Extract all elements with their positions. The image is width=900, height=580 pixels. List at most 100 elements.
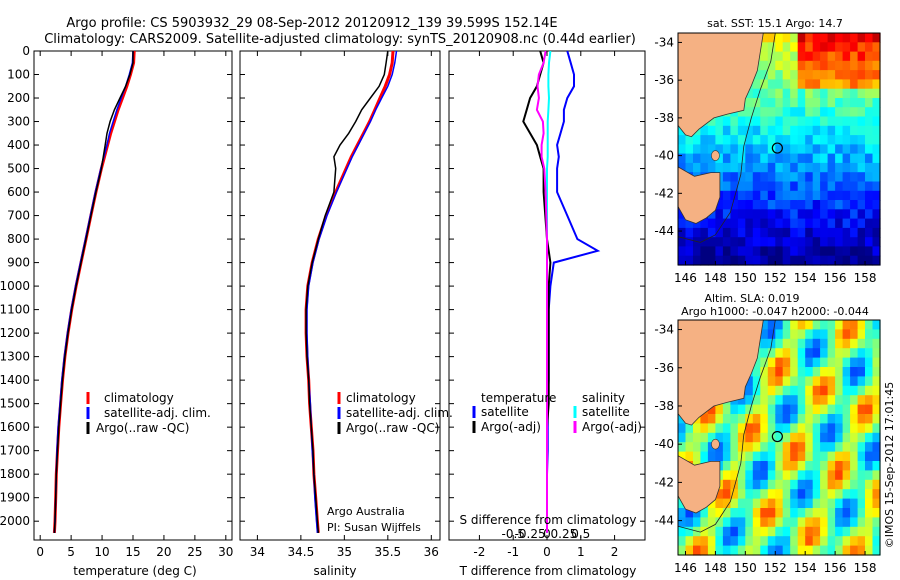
map-cell bbox=[730, 489, 739, 500]
map-cell bbox=[685, 517, 694, 528]
map-cell bbox=[820, 246, 829, 257]
map-cell bbox=[707, 227, 716, 238]
map-cell bbox=[812, 385, 821, 396]
map-cell bbox=[752, 498, 761, 509]
map-cell bbox=[782, 432, 791, 443]
map-cell bbox=[812, 451, 821, 462]
map-cell bbox=[835, 107, 844, 118]
map-cell bbox=[767, 498, 776, 509]
map-cell bbox=[707, 144, 716, 155]
map-cell bbox=[812, 42, 821, 53]
legend-label-satellite: satellite-adj. clim. bbox=[104, 406, 211, 420]
map-cell bbox=[805, 367, 814, 377]
map-cell bbox=[700, 432, 709, 443]
map-cell bbox=[850, 348, 859, 359]
map-cell bbox=[820, 181, 829, 192]
map-cell bbox=[707, 517, 716, 528]
map-cell bbox=[715, 255, 724, 266]
map-cell bbox=[842, 385, 851, 396]
map-cell bbox=[812, 395, 821, 406]
map-cell bbox=[760, 255, 769, 266]
map-cell bbox=[850, 479, 859, 490]
map-cell bbox=[730, 209, 739, 220]
map-cell bbox=[790, 60, 799, 71]
map-cell bbox=[865, 190, 874, 201]
map-cell bbox=[850, 461, 859, 471]
map-cell bbox=[693, 442, 702, 453]
map-cell bbox=[790, 237, 799, 248]
map-cell bbox=[775, 470, 784, 481]
map-cell bbox=[707, 451, 716, 462]
map-cell bbox=[715, 125, 724, 136]
map-cell bbox=[715, 218, 724, 229]
map-cell bbox=[872, 33, 881, 43]
map-cell bbox=[790, 190, 799, 201]
y-tick-label: 600 bbox=[7, 185, 30, 199]
legend-label-argo: Argo(..raw -QC) bbox=[96, 421, 189, 435]
map-cell bbox=[865, 200, 874, 210]
map-cell bbox=[842, 367, 851, 377]
map-cell bbox=[760, 479, 769, 490]
map-cell bbox=[797, 190, 806, 201]
map-cell bbox=[707, 209, 716, 220]
series-line-argo-raw-qc- bbox=[53, 51, 134, 533]
map-cell bbox=[857, 470, 866, 481]
map-cell bbox=[797, 162, 806, 173]
map-cell bbox=[842, 246, 851, 257]
map-cell bbox=[835, 162, 844, 173]
map-cell bbox=[775, 153, 784, 164]
y-tick-label: 1700 bbox=[0, 444, 30, 458]
map-cell bbox=[760, 181, 769, 192]
plot-frame bbox=[239, 50, 441, 541]
map-cell bbox=[760, 70, 769, 80]
map-cell bbox=[820, 338, 829, 349]
map-cell bbox=[737, 395, 746, 406]
map-cell bbox=[782, 88, 791, 99]
map-cell bbox=[745, 498, 754, 509]
x-tick-label: 150 bbox=[734, 561, 757, 575]
sst-map: 146 148 150 152 154 156 158 -34 -36 -38 -40 -42 -44 bbox=[654, 32, 881, 285]
map-cell bbox=[775, 451, 784, 462]
map-cell bbox=[857, 536, 866, 547]
map-cell bbox=[767, 395, 776, 406]
map-cell bbox=[872, 135, 881, 145]
map-cell bbox=[805, 255, 814, 266]
map-cell bbox=[835, 423, 844, 434]
map-cell bbox=[850, 357, 859, 368]
y-tick-label: 200 bbox=[7, 91, 30, 105]
legend-label-temp-argo: Argo(-adj) bbox=[481, 420, 541, 434]
map-cell bbox=[850, 246, 859, 257]
map-cell bbox=[782, 348, 791, 359]
map-cell bbox=[737, 545, 746, 556]
x-tick-label: 148 bbox=[704, 561, 727, 575]
map-cell bbox=[797, 181, 806, 192]
map-cell bbox=[850, 125, 859, 136]
map-cell bbox=[782, 545, 791, 556]
map-cell bbox=[835, 517, 844, 528]
map-cell bbox=[752, 376, 761, 387]
map-cell bbox=[752, 70, 761, 80]
map-cell bbox=[775, 42, 784, 53]
map-cell bbox=[820, 237, 829, 248]
map-cell bbox=[797, 536, 806, 547]
map-cell bbox=[812, 404, 821, 415]
map-cell bbox=[872, 545, 881, 556]
map-cell bbox=[857, 237, 866, 248]
map-cell bbox=[797, 79, 806, 90]
map-cell bbox=[812, 489, 821, 500]
map-cell bbox=[835, 526, 844, 537]
map-cell bbox=[752, 218, 761, 229]
map-cell bbox=[827, 181, 836, 192]
map-cell bbox=[857, 209, 866, 220]
x-tick-label: -1 bbox=[507, 545, 519, 559]
map-cell bbox=[827, 255, 836, 266]
map-cell bbox=[693, 545, 702, 556]
map-cell bbox=[722, 470, 731, 481]
map-cell bbox=[745, 88, 754, 99]
map-cell bbox=[850, 79, 859, 90]
map-cell bbox=[865, 451, 874, 462]
map-cell bbox=[790, 461, 799, 471]
map-cell bbox=[872, 51, 881, 62]
map-cell bbox=[678, 255, 687, 266]
map-cell bbox=[760, 60, 769, 71]
